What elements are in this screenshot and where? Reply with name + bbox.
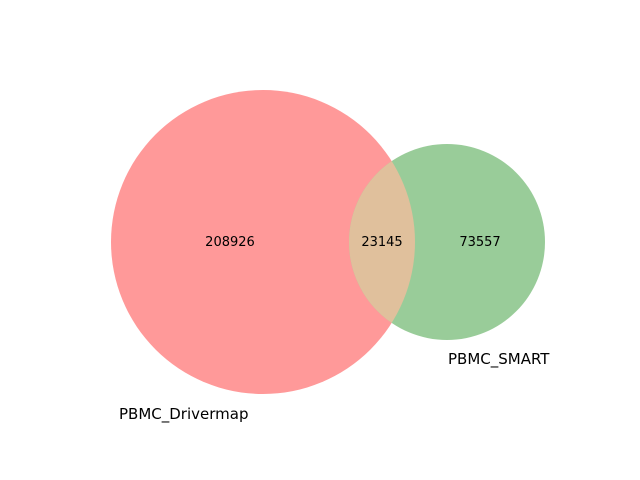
count-pbmc-drivermap-only: 208926 — [205, 235, 255, 250]
set-circle-pbmc-drivermap — [111, 90, 415, 394]
count-pbmc-smart-only: 73557 — [459, 235, 500, 250]
count-intersection: 23145 — [361, 235, 402, 250]
set-label-pbmc-smart: PBMC_SMART — [448, 350, 550, 369]
set-label-pbmc-drivermap: PBMC_Drivermap — [119, 405, 248, 424]
